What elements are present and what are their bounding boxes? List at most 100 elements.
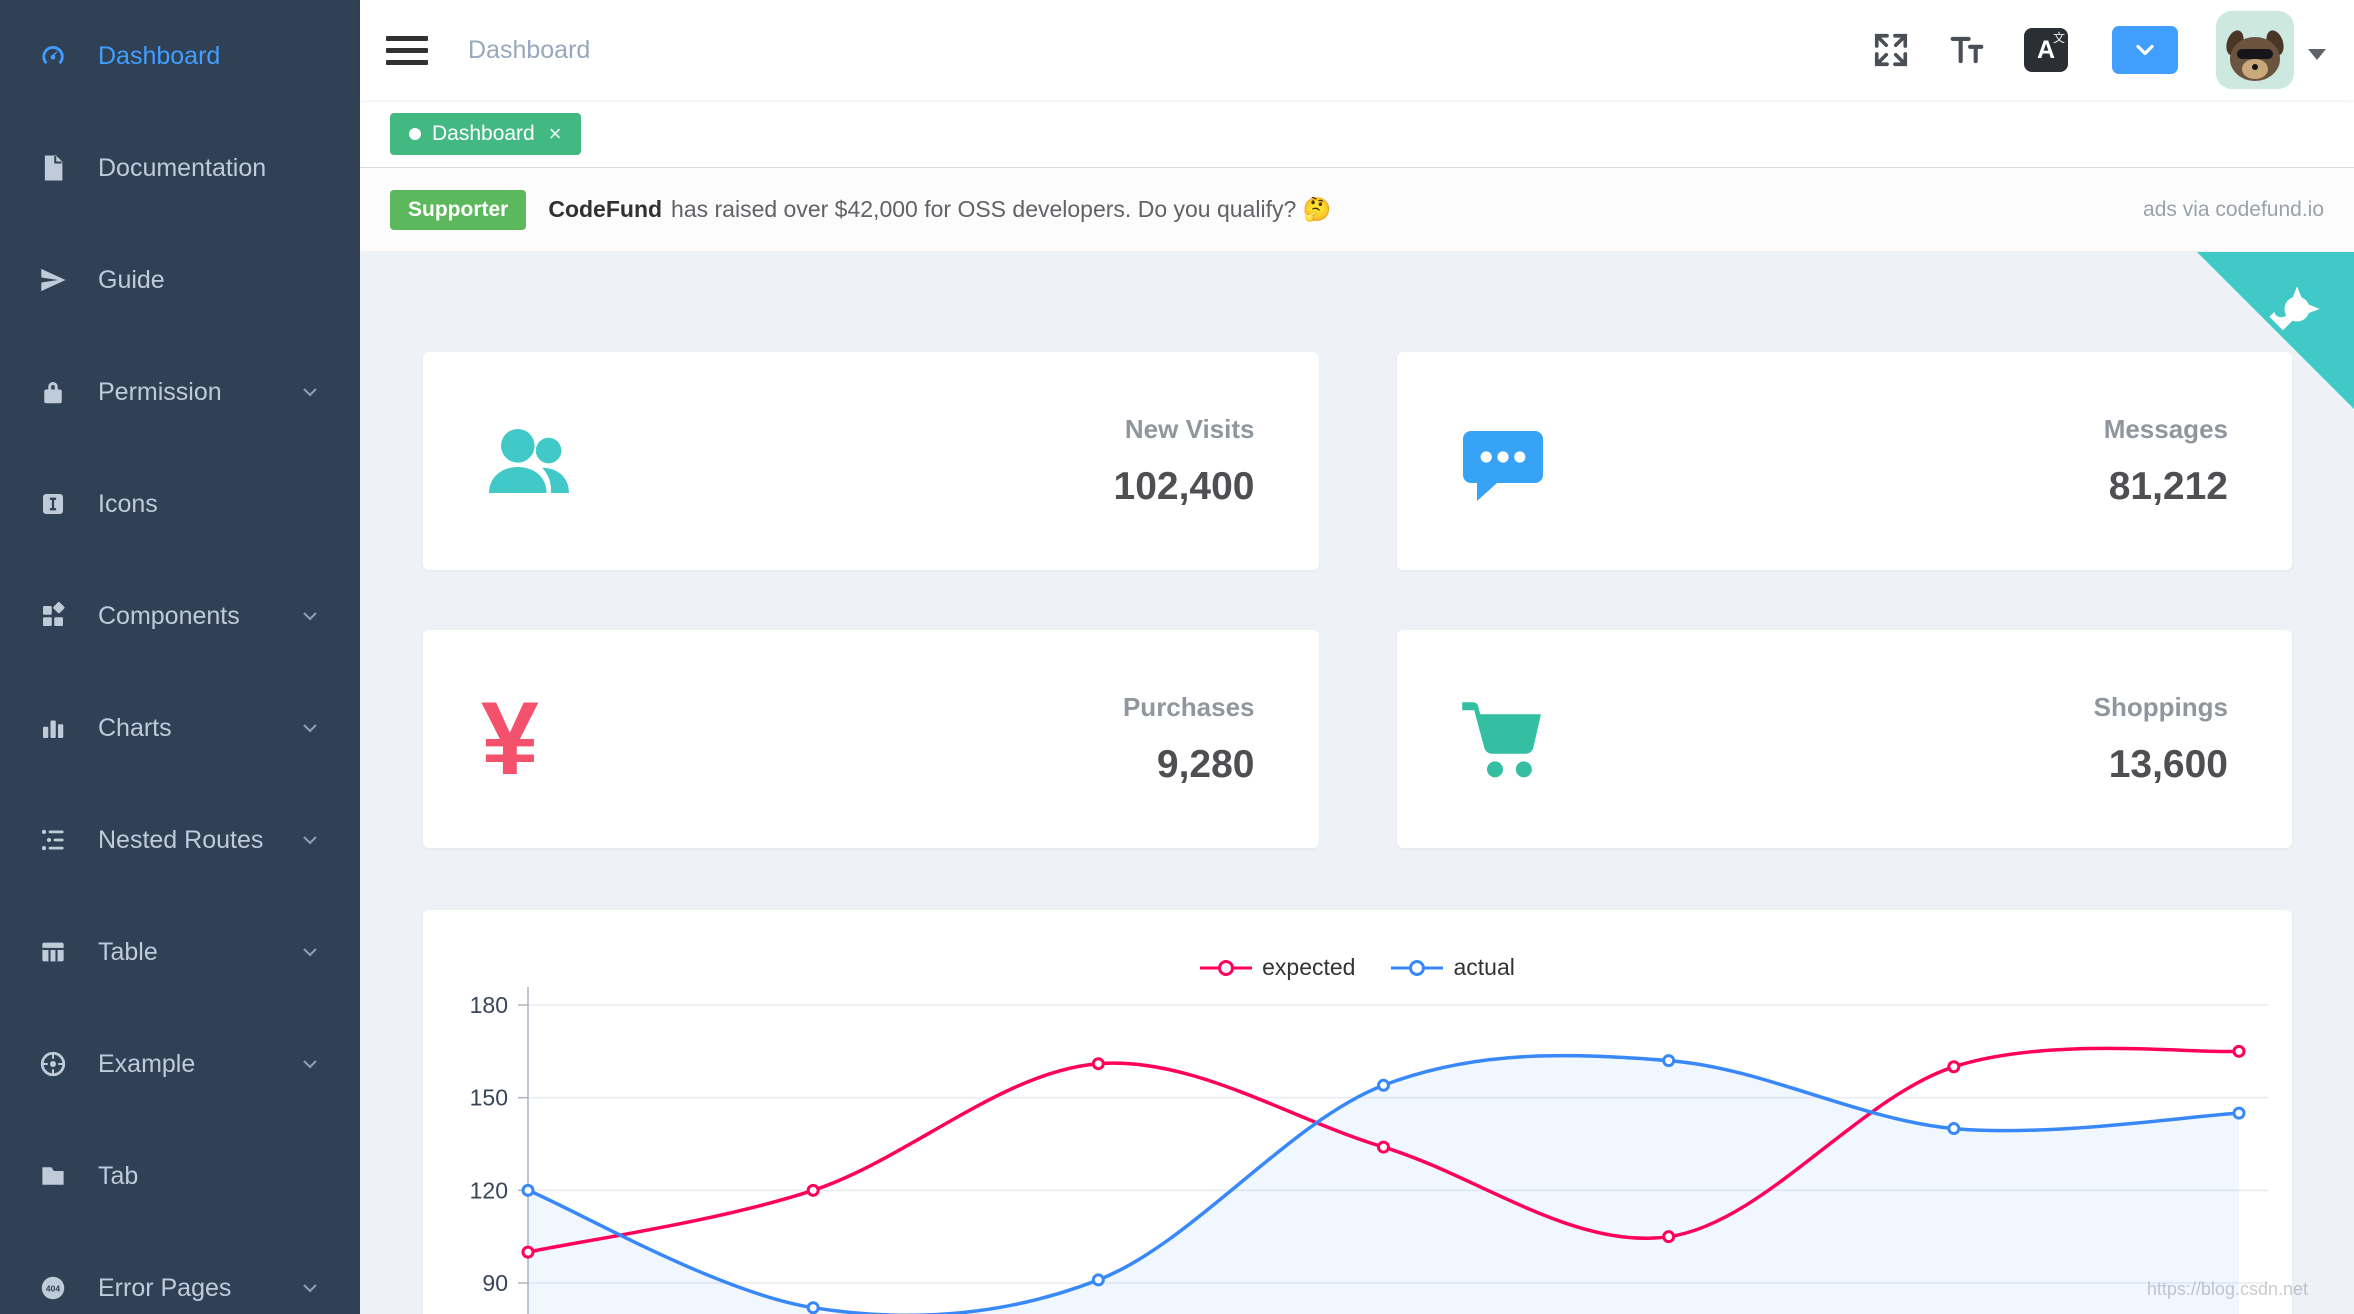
card-purchases[interactable]: ¥ Purchases 9,280 xyxy=(423,630,1319,848)
line-marker-icon xyxy=(1391,959,1444,976)
card-title: Purchases xyxy=(1122,691,1255,722)
active-dot-icon xyxy=(409,127,421,140)
404-icon: 404 xyxy=(38,1273,68,1303)
card-title: Shoppings xyxy=(2093,691,2228,722)
sidebar-item-dashboard[interactable]: Dashboard xyxy=(0,0,360,112)
sidebar-item-label: Error Pages xyxy=(98,1273,232,1302)
sidebar-item-label: Icons xyxy=(98,489,158,518)
sidebar-item-label: Example xyxy=(98,1049,196,1078)
sidebar-item-error-pages[interactable]: 404 Error Pages xyxy=(0,1232,360,1314)
svg-text:90: 90 xyxy=(482,1270,508,1296)
line-chart-card: expected actual 180 150 120 90 xyxy=(423,910,2292,1314)
svg-text:180: 180 xyxy=(470,992,508,1018)
sidebar-item-nested-routes[interactable]: Nested Routes xyxy=(0,784,360,896)
line-marker-icon xyxy=(1200,959,1253,976)
sidebar-item-table[interactable]: Table xyxy=(0,896,360,1008)
document-icon xyxy=(38,153,68,183)
components-icon xyxy=(38,601,68,631)
tag-label: Dashboard xyxy=(432,121,535,145)
caret-down-icon[interactable] xyxy=(2308,48,2326,60)
bar-chart-icon xyxy=(38,713,68,743)
card-messages[interactable]: Messages 81,212 xyxy=(1396,352,2292,570)
chevron-down-icon xyxy=(298,828,322,852)
card-value: 102,400 xyxy=(1113,464,1255,508)
card-value: 81,212 xyxy=(2108,464,2228,508)
chevron-down-icon xyxy=(298,940,322,964)
letter-i-icon xyxy=(38,489,68,519)
sidebar-item-documentation[interactable]: Documentation xyxy=(0,112,360,224)
sidebar-item-guide[interactable]: Guide xyxy=(0,224,360,336)
hamburger-menu-button[interactable] xyxy=(360,29,456,72)
user-menu[interactable] xyxy=(2216,11,2326,89)
sidebar-item-example[interactable]: Example xyxy=(0,1008,360,1120)
svg-text:120: 120 xyxy=(470,1177,508,1203)
size-select-button[interactable] xyxy=(2112,26,2178,74)
tab-icon xyxy=(38,1161,68,1191)
sidebar-item-tab[interactable]: Tab xyxy=(0,1120,360,1232)
svg-text:404: 404 xyxy=(46,1284,60,1294)
people-icon xyxy=(481,413,577,509)
supporter-badge: Supporter xyxy=(390,189,527,230)
card-title: New Visits xyxy=(1124,413,1255,444)
close-icon[interactable]: × xyxy=(548,120,562,146)
text-size-button[interactable] xyxy=(1948,31,1986,69)
sidebar: Dashboard Documentation Guide Permission xyxy=(0,0,360,1314)
nested-list-icon xyxy=(38,825,68,855)
paper-plane-icon xyxy=(38,265,68,295)
chevron-down-icon xyxy=(298,604,322,628)
sidebar-item-icons[interactable]: Icons xyxy=(0,448,360,560)
dashboard-content: New Visits 102,400 Messages 81,212 ¥ xyxy=(360,252,2354,1314)
sidebar-item-label: Dashboard xyxy=(98,41,221,70)
sidebar-item-label: Table xyxy=(98,937,158,966)
ad-message: has raised over $42,000 for OSS develope… xyxy=(671,196,1332,222)
chevron-down-icon xyxy=(298,716,322,740)
github-corner-link[interactable] xyxy=(2197,252,2354,409)
message-icon xyxy=(1455,413,1551,509)
chevron-down-icon xyxy=(298,1276,322,1300)
sidebar-item-label: Tab xyxy=(98,1161,139,1190)
table-icon xyxy=(38,937,68,967)
card-new-visits[interactable]: New Visits 102,400 xyxy=(423,352,1319,570)
avatar[interactable] xyxy=(2216,11,2294,89)
sidebar-item-components[interactable]: Components xyxy=(0,560,360,672)
card-title: Messages xyxy=(2103,413,2228,444)
card-value: 9,280 xyxy=(1156,742,1255,786)
lock-icon xyxy=(38,377,68,407)
ads-via-link[interactable]: ads via codefund.io xyxy=(2143,197,2324,221)
watermark-text: https://blog.csdn.net xyxy=(2146,1279,2308,1299)
legend-label: expected xyxy=(1262,954,1356,980)
sidebar-item-permission[interactable]: Permission xyxy=(0,336,360,448)
card-value: 13,600 xyxy=(2108,742,2228,786)
chart-legend: expected actual xyxy=(423,954,2292,981)
chevron-down-icon xyxy=(298,380,322,404)
chevron-down-icon xyxy=(298,1052,322,1076)
octocat-icon xyxy=(2269,286,2320,331)
example-icon xyxy=(38,1049,68,1079)
translate-glyph: 文 xyxy=(2052,31,2065,45)
card-shoppings[interactable]: Shoppings 13,600 xyxy=(1396,630,2292,848)
shopping-cart-icon xyxy=(1455,691,1551,787)
ad-banner: Supporter CodeFund has raised over $42,0… xyxy=(360,168,2354,252)
fullscreen-button[interactable] xyxy=(1872,31,1910,69)
tags-view-bar: Dashboard × xyxy=(360,100,2354,168)
sidebar-item-label: Permission xyxy=(98,377,222,406)
ad-sponsor-name: CodeFund xyxy=(548,196,663,222)
sidebar-item-label: Charts xyxy=(98,713,172,742)
tag-dashboard[interactable]: Dashboard × xyxy=(390,112,581,155)
sidebar-item-charts[interactable]: Charts xyxy=(0,672,360,784)
dashboard-icon xyxy=(38,41,68,71)
panel-group: New Visits 102,400 Messages 81,212 ¥ xyxy=(423,352,2292,848)
line-chart: 180 150 120 90 xyxy=(470,987,2268,1314)
sidebar-item-label: Nested Routes xyxy=(98,825,264,854)
sidebar-item-label: Documentation xyxy=(98,153,267,182)
legend-item-actual[interactable]: actual xyxy=(1391,954,1515,981)
breadcrumb: Dashboard xyxy=(468,35,591,64)
sidebar-item-label: Components xyxy=(98,601,240,630)
legend-item-expected[interactable]: expected xyxy=(1200,954,1355,981)
svg-text:150: 150 xyxy=(470,1085,508,1111)
